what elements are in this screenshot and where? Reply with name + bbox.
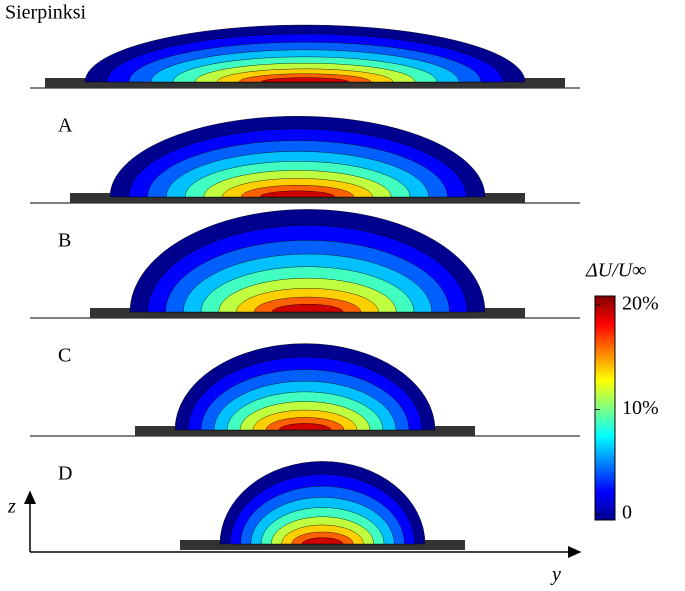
contour-level: [260, 77, 350, 83]
panel-label: D: [58, 463, 72, 485]
z-label: z: [7, 496, 16, 518]
panel-label: Sierpinksi: [5, 2, 87, 24]
panel-label: B: [58, 230, 71, 252]
ground: [45, 78, 565, 88]
ground: [180, 540, 465, 550]
ground: [70, 193, 525, 203]
ground: [90, 308, 525, 318]
colorbar-tick-label: 0: [622, 502, 632, 524]
colorbar-label: ΔU/U∞: [585, 260, 646, 282]
y-label: y: [550, 564, 561, 586]
colorbar: [594, 295, 616, 521]
contour-level: [259, 190, 336, 198]
colorbar-tick-label: 10%: [622, 397, 659, 419]
ground: [135, 426, 475, 436]
panel-label: C: [58, 345, 71, 367]
panel-label: A: [58, 115, 73, 137]
colorbar-tick-label: 20%: [622, 293, 659, 315]
contour-level: [271, 304, 344, 313]
contour-level: [301, 537, 344, 545]
contour-level: [278, 423, 332, 431]
